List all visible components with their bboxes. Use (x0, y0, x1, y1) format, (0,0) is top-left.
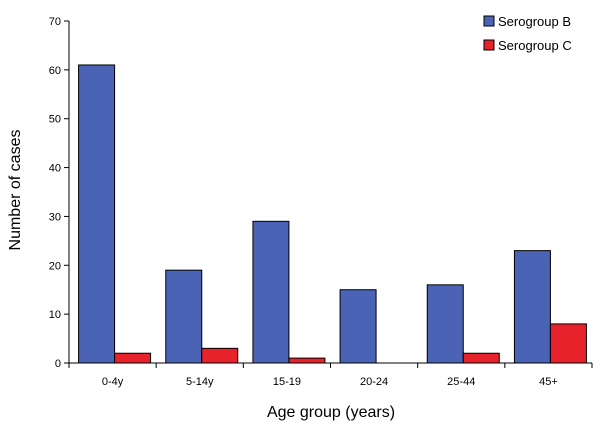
bar-serogroup-b-45+ (513, 250, 551, 364)
y-tick-label: 30 (49, 211, 61, 223)
bar-serogroup-b-0-4y (78, 64, 116, 364)
bar-serogroup-c-15-19 (288, 357, 326, 364)
y-tick-label: 60 (49, 65, 61, 77)
y-tick-label: 70 (49, 16, 61, 28)
x-axis-title: Age group (years) (267, 404, 395, 421)
legend-swatch (483, 39, 495, 51)
legend-swatch (483, 15, 495, 27)
bar-serogroup-b-20-24 (339, 289, 377, 364)
legend: Serogroup B Serogroup C (483, 14, 572, 53)
y-ticks-group: 0 10 20 30 40 50 60 70 (49, 16, 69, 370)
bar-serogroup-c-45+ (549, 323, 587, 364)
bar-serogroup-c-5-14y (201, 347, 239, 364)
y-tick-label: 40 (49, 163, 61, 175)
bars-group (78, 64, 587, 364)
bar-serogroup-c-25-44 (462, 352, 500, 364)
x-tick-label: 5-14y (186, 376, 214, 388)
y-tick-label: 0 (55, 358, 61, 370)
x-tick-label: 25-44 (447, 376, 475, 388)
bar-serogroup-b-15-19 (252, 220, 290, 364)
y-axis-title: Number of cases (7, 130, 24, 251)
x-tick-label: 15-19 (273, 376, 301, 388)
x-ticks-group: 0-4y 5-14y 15-19 20-24 25-44 45+ (68, 363, 593, 388)
y-tick-label: 20 (49, 260, 61, 272)
x-tick-label: 45+ (539, 376, 558, 388)
bar-serogroup-b-5-14y (165, 269, 203, 364)
x-tick-label: 20-24 (360, 376, 388, 388)
bar-serogroup-c-0-4y (114, 352, 152, 364)
y-tick-label: 50 (49, 114, 61, 126)
legend-label: Serogroup C (498, 38, 572, 53)
x-tick-label: 0-4y (102, 376, 124, 388)
y-tick-label: 10 (49, 309, 61, 321)
legend-label: Serogroup B (498, 14, 571, 29)
bar-serogroup-b-25-44 (426, 284, 464, 364)
